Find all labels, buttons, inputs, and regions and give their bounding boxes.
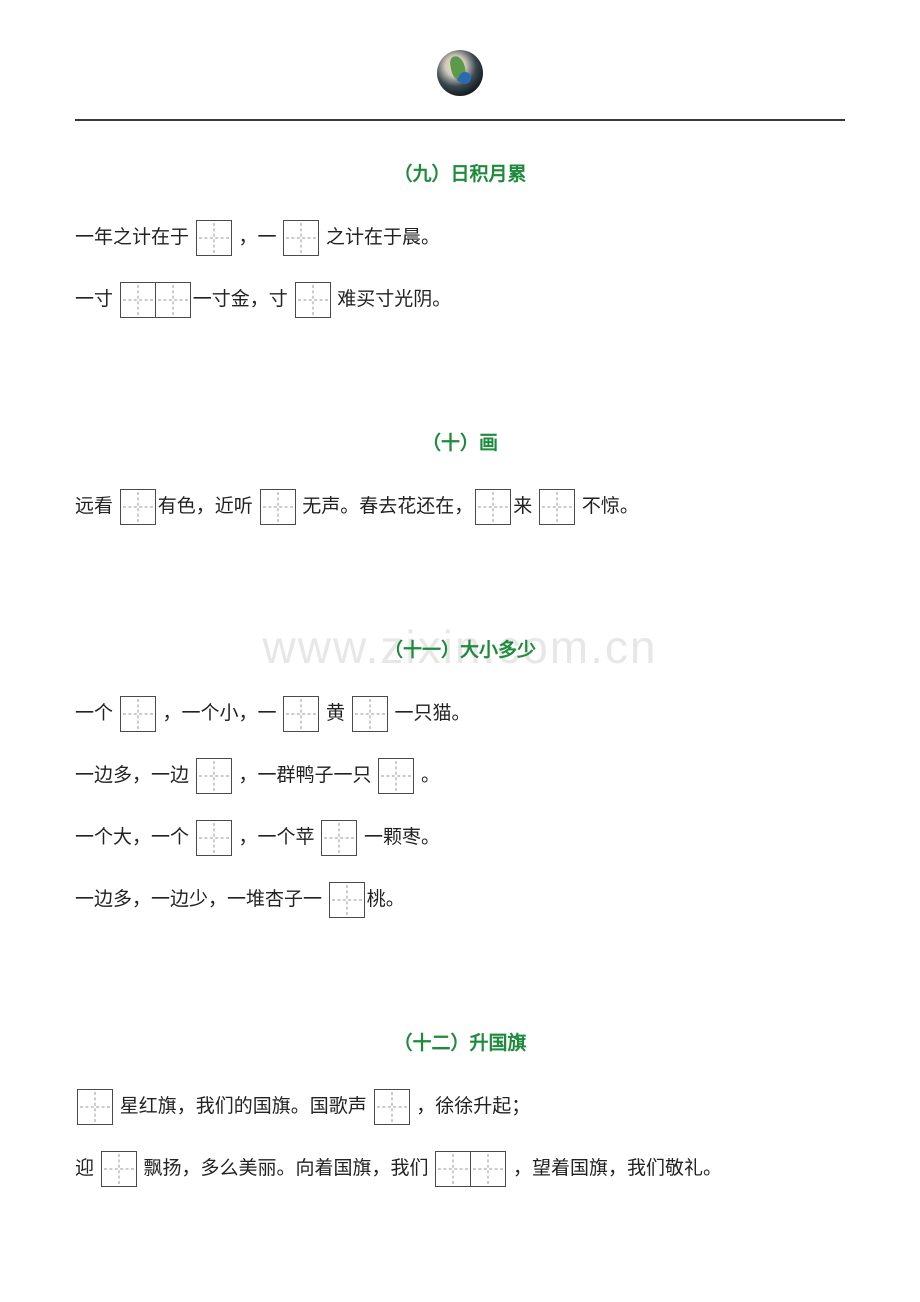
text-line: 星红旗，我们的国旗。国歌声 ，徐徐升起；	[75, 1083, 845, 1131]
text-fragment: 一颗枣。	[359, 814, 440, 862]
text-line: 迎 飘扬，多么美丽。向着国旗，我们 ，望着国旗，我们敬礼。	[75, 1145, 845, 1193]
tianzi-blank[interactable]	[260, 489, 296, 525]
tianzi-blank[interactable]	[374, 1089, 410, 1125]
text-line: 远看 有色，近听 无声。春去花还在， 来 不惊。	[75, 483, 845, 531]
tianzi-blank[interactable]	[283, 696, 319, 732]
header-logo-wrap	[75, 50, 845, 101]
tianzi-blank[interactable]	[196, 220, 232, 256]
tianzi-blank[interactable]	[435, 1151, 506, 1187]
text-fragment: 远看	[75, 483, 118, 531]
tianzi-blank[interactable]	[120, 696, 156, 732]
text-line: 一个 ，一个小，一 黄 一只猫。	[75, 690, 845, 738]
text-fragment: ，一	[234, 214, 282, 262]
header-divider	[75, 119, 845, 121]
tianzi-blank[interactable]	[321, 820, 357, 856]
tianzi-blank[interactable]	[295, 282, 331, 318]
text-fragment: 桃。	[367, 876, 405, 924]
text-fragment: ，一个小，一	[158, 690, 282, 738]
text-line: 一年之计在于 ，一 之计在于晨。	[75, 214, 845, 262]
text-fragment: 。	[416, 752, 440, 800]
text-fragment: 星红旗，我们的国旗。国歌声	[115, 1083, 372, 1131]
text-fragment: 飘扬，多么美丽。向着国旗，我们	[139, 1145, 434, 1193]
brush-logo-icon	[437, 50, 483, 96]
tianzi-blank[interactable]	[120, 282, 191, 318]
section-title-12: （十二）升国旗	[75, 1028, 845, 1055]
text-fragment: 来	[513, 483, 537, 531]
text-fragment: 一寸	[75, 276, 118, 324]
text-fragment: 一边多，一边少，一堆杏子一	[75, 876, 327, 924]
tianzi-blank[interactable]	[329, 882, 365, 918]
text-fragment: 之计在于晨。	[321, 214, 440, 262]
text-fragment: 一只猫。	[390, 690, 471, 738]
section-title-9: （九）日积月累	[75, 159, 845, 186]
text-fragment: 无声。春去花还在，	[298, 483, 474, 531]
text-fragment: ，一群鸭子一只	[234, 752, 377, 800]
tianzi-blank[interactable]	[352, 696, 388, 732]
document-page: （九）日积月累 一年之计在于 ，一 之计在于晨。 一寸 一寸金，寸 难买寸光阴。…	[0, 0, 920, 1193]
text-fragment: 黄	[321, 690, 350, 738]
text-fragment: 一个	[75, 690, 118, 738]
text-line: 一寸 一寸金，寸 难买寸光阴。	[75, 276, 845, 324]
tianzi-blank[interactable]	[196, 758, 232, 794]
text-fragment: 有色，近听	[158, 483, 258, 531]
tianzi-blank[interactable]	[77, 1089, 113, 1125]
text-fragment: 难买寸光阴。	[333, 276, 452, 324]
text-fragment: ，徐徐升起；	[412, 1083, 531, 1131]
section-title-11: （十一）大小多少	[75, 635, 845, 662]
text-line: 一个大，一个 ，一个苹 一颗枣。	[75, 814, 845, 862]
text-fragment: 一个大，一个	[75, 814, 194, 862]
tianzi-blank[interactable]	[475, 489, 511, 525]
section-title-10: （十）画	[75, 428, 845, 455]
text-fragment: 一边多，一边	[75, 752, 194, 800]
tianzi-blank[interactable]	[378, 758, 414, 794]
text-fragment: 一寸金，寸	[193, 276, 293, 324]
text-line: 一边多，一边少，一堆杏子一 桃。	[75, 876, 845, 924]
text-fragment: ，望着国旗，我们敬礼。	[508, 1145, 722, 1193]
tianzi-blank[interactable]	[101, 1151, 137, 1187]
text-fragment: 一年之计在于	[75, 214, 194, 262]
text-fragment: ，一个苹	[234, 814, 320, 862]
tianzi-blank[interactable]	[120, 489, 156, 525]
tianzi-blank[interactable]	[539, 489, 575, 525]
text-line: 一边多，一边 ，一群鸭子一只 。	[75, 752, 845, 800]
tianzi-blank[interactable]	[283, 220, 319, 256]
text-fragment: 不惊。	[577, 483, 639, 531]
tianzi-blank[interactable]	[196, 820, 232, 856]
text-fragment: 迎	[75, 1145, 99, 1193]
